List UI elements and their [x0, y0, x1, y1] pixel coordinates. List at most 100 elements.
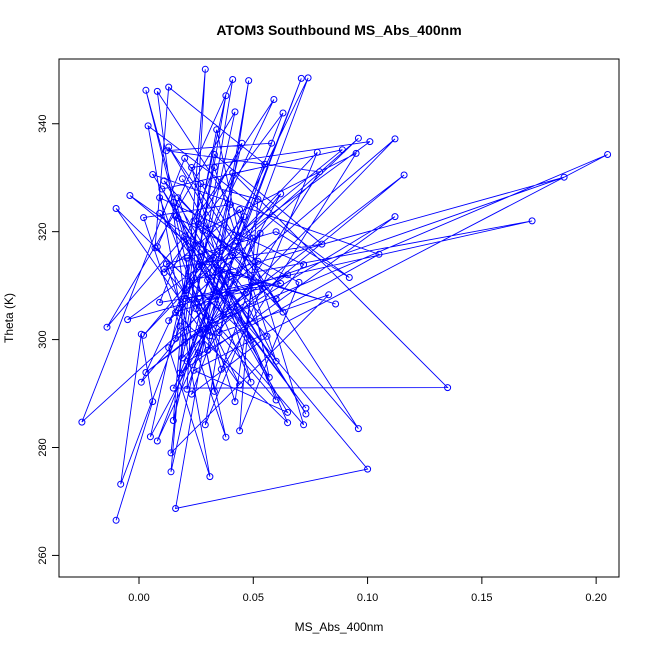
data-point	[199, 330, 207, 338]
data-point	[165, 143, 173, 151]
data-point	[313, 148, 321, 156]
data-point	[153, 243, 161, 251]
data-point	[345, 274, 353, 281]
data-point	[206, 255, 214, 263]
y-tick-label: 320	[37, 222, 49, 240]
data-point	[194, 263, 202, 271]
data-point	[174, 214, 182, 222]
data-point	[78, 418, 86, 426]
data-point	[140, 214, 148, 222]
data-point	[194, 349, 202, 357]
data-point	[201, 421, 209, 429]
data-point	[197, 240, 205, 248]
data-point	[245, 77, 253, 85]
y-tick-label: 300	[37, 330, 49, 348]
data-point	[231, 108, 239, 116]
data-point	[366, 138, 374, 146]
data-point	[217, 365, 225, 373]
data-point	[229, 169, 237, 177]
data-point	[156, 209, 164, 217]
data-point	[165, 344, 173, 352]
data-point	[242, 289, 250, 297]
data-point	[144, 122, 152, 130]
x-tick-label: 0.15	[471, 592, 492, 604]
data-point	[181, 338, 189, 346]
data-point	[188, 164, 196, 171]
data-point	[178, 354, 186, 362]
data-point	[137, 378, 145, 386]
data-point	[124, 316, 132, 324]
data-point	[279, 109, 287, 117]
data-point	[352, 149, 360, 157]
y-tick-label: 280	[37, 438, 49, 456]
data-point	[156, 298, 164, 306]
data-point	[304, 74, 312, 82]
data-point	[391, 135, 399, 143]
data-point	[375, 250, 383, 258]
data-point	[153, 87, 161, 95]
data-point	[279, 308, 287, 316]
data-point	[199, 227, 207, 235]
data-point	[176, 369, 184, 377]
data-point	[201, 65, 209, 73]
data-point	[261, 160, 269, 168]
data-point	[158, 185, 166, 193]
data-point	[318, 240, 326, 248]
data-point	[226, 273, 234, 280]
data-point	[204, 276, 212, 284]
x-tick-label: 0.10	[357, 592, 378, 604]
data-point	[236, 381, 244, 389]
data-point	[112, 205, 120, 212]
data-point	[140, 331, 148, 339]
data-point	[183, 286, 191, 294]
data-point	[229, 76, 237, 83]
data-point	[270, 96, 278, 103]
data-point	[172, 335, 180, 342]
x-tick-label: 0.20	[585, 592, 606, 604]
data-point	[165, 317, 173, 325]
data-point	[272, 357, 280, 365]
data-point	[528, 217, 536, 225]
data-point	[210, 151, 218, 158]
plot-area	[78, 65, 612, 524]
data-point	[172, 505, 180, 512]
data-point	[272, 295, 280, 303]
data-point	[354, 425, 362, 433]
data-point	[160, 177, 168, 185]
data-point	[194, 220, 202, 228]
data-point	[238, 139, 246, 147]
data-point	[316, 168, 324, 176]
data-point	[254, 257, 262, 265]
data-point	[176, 322, 184, 330]
data-point	[300, 261, 308, 269]
data-point	[197, 180, 205, 188]
data-point	[254, 195, 262, 203]
data-point	[172, 212, 180, 220]
data-point	[190, 366, 198, 374]
data-point	[302, 410, 310, 418]
data-point	[162, 147, 170, 155]
data-point	[181, 154, 189, 162]
data-point	[217, 267, 225, 274]
data-point	[167, 449, 175, 457]
x-axis-label: MS_Abs_400nm	[295, 620, 384, 634]
data-point	[156, 194, 164, 202]
data-point	[233, 303, 241, 311]
data-point	[210, 387, 218, 395]
data-point	[204, 326, 212, 334]
axes: 0.00 0.05 0.10 0.15 0.20 260 280 300 320 340	[37, 58, 620, 604]
y-tick-label: 340	[37, 115, 49, 133]
data-point	[272, 228, 280, 236]
data-point	[364, 465, 372, 473]
data-point	[284, 419, 292, 427]
data-point	[183, 385, 191, 393]
data-point	[153, 437, 161, 445]
data-point	[332, 300, 340, 308]
data-point	[206, 473, 214, 481]
data-point	[167, 468, 175, 476]
data-point	[149, 171, 157, 178]
data-point	[174, 194, 182, 202]
data-point	[190, 217, 198, 225]
data-point	[300, 421, 308, 429]
